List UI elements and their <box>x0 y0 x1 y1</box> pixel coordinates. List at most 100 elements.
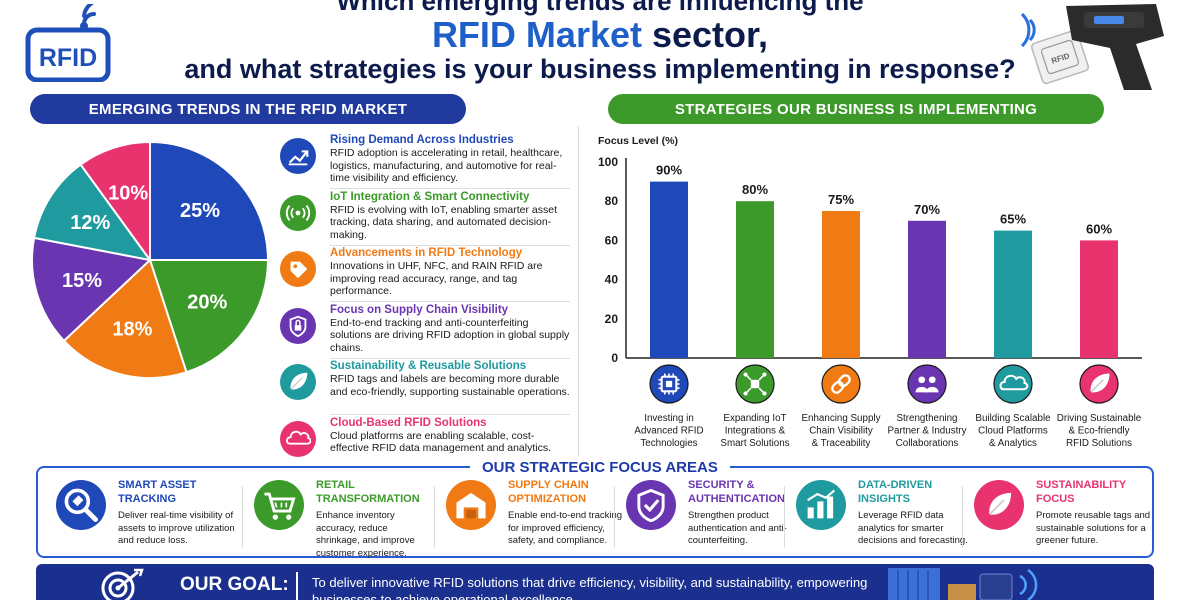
cart-icon <box>254 480 304 530</box>
trend-description: End-to-end tracking and anti-counterfeit… <box>330 316 570 354</box>
pie-slice-3 <box>31 236 153 343</box>
focus-item: Smart Asset Tracking Deliver real-time vi… <box>56 478 235 554</box>
network-chip-icon <box>735 364 775 404</box>
focus-item-description: Leverage RFID data analytics for smarter… <box>858 510 968 546</box>
goal-text: To deliver innovative RFID solutions tha… <box>312 575 868 600</box>
shipping-illustration <box>888 568 1038 600</box>
focus-item: Retail Transformation Enhance inventory a… <box>254 478 430 559</box>
tag-icon <box>280 251 316 287</box>
x-category-label: Collaborations <box>896 438 959 449</box>
trend-separator <box>330 301 570 302</box>
bar-value-label: 80% <box>742 182 768 197</box>
rfid-logo: RFID <box>25 4 111 82</box>
focus-item-title: Security & Authentication <box>688 479 785 505</box>
y-axis-label: Focus Level (%) <box>598 135 678 147</box>
title-line-3: and what strategies is your business imp… <box>184 54 1016 84</box>
focus-item-title: Data-Driven Insights <box>858 479 933 505</box>
x-category-label: Driving Sustainable <box>1057 413 1142 424</box>
x-category-label: Partner & Industry <box>888 426 967 437</box>
pie-slice-5 <box>79 140 151 264</box>
focus-areas-title: OUR STRATEGIC FOCUS AREAS <box>470 459 730 476</box>
x-category-label: Smart Solutions <box>720 438 789 449</box>
bar-value-label: 70% <box>914 202 940 217</box>
focus-item: Security & Authentication Strengthen prod… <box>626 478 802 554</box>
trend-separator <box>330 188 570 189</box>
bar-3 <box>908 220 946 358</box>
focus-separator <box>784 486 785 548</box>
y-tick-label: 60 <box>605 233 619 247</box>
title-accent: RFID Market <box>431 14 642 55</box>
trend-description: Cloud platforms are enabling scalable, c… <box>330 429 552 455</box>
trend-item: Cloud-Based RFID Solutions Cloud platform… <box>280 417 570 473</box>
title-line-2-rest: sector, <box>641 14 769 55</box>
pie-label-5: 10% <box>108 183 148 205</box>
analytics-icon <box>796 480 846 530</box>
pie-slice-2 <box>62 258 188 379</box>
focus-separator <box>242 486 243 548</box>
section-divider <box>578 126 579 456</box>
trend-item: Advancements in RFID Technology Innovatio… <box>280 247 570 303</box>
bar-1 <box>736 201 774 358</box>
trend-title: Advancements in RFID Technology <box>330 247 523 259</box>
focus-item-description: Enable end-to-end tracking for improved … <box>508 510 623 546</box>
trend-title: Rising Demand Across Industries <box>330 134 514 146</box>
cloud-icon <box>280 420 316 457</box>
wireless-signal-icon <box>280 194 316 231</box>
trend-item: Focus on Supply Chain Visibility End-to-e… <box>280 304 570 360</box>
focus-item-description: Deliver real-time visibility of assets t… <box>118 510 235 546</box>
trend-description: Innovations in UHF, NFC, and RAIN RFID a… <box>330 260 543 298</box>
pie-label-1: 20% <box>187 292 227 314</box>
cloud-icon <box>993 364 1033 404</box>
bar-value-label: 65% <box>1000 212 1026 227</box>
people-icon <box>907 364 947 404</box>
x-category-label: Integrations & <box>725 426 786 437</box>
trend-description: RFID is evolving with IoT, enabling smar… <box>330 203 558 241</box>
leaf-icon <box>280 364 316 400</box>
title-line-1: Which emerging trends are influencing th… <box>336 0 864 16</box>
x-category-label: Expanding IoT <box>723 413 786 424</box>
focus-separator <box>962 486 963 548</box>
x-category-label: Enhancing Supply <box>802 413 881 424</box>
chip-icon <box>649 364 689 404</box>
bar-value-label: 75% <box>828 192 854 207</box>
trend-title: Sustainability & Reusable Solutions <box>330 360 527 372</box>
y-tick-label: 0 <box>611 351 618 365</box>
x-category-label: Building Scalable <box>975 413 1051 424</box>
shield-check-icon <box>626 480 676 530</box>
bar-value-label: 60% <box>1086 221 1112 236</box>
focus-item-title: Smart Asset Tracking <box>118 479 197 505</box>
bar-5 <box>1080 240 1118 358</box>
focus-item-title: Sustainability Focus <box>1036 479 1127 505</box>
target-icon <box>101 568 144 600</box>
focus-item-description: Enhance inventory accuracy, reduce shrin… <box>316 510 415 559</box>
focus-item-title: Retail Transformation <box>316 479 420 505</box>
link-icon <box>821 364 861 404</box>
x-category-label: RFID Solutions <box>1066 438 1132 449</box>
x-category-label: Strengthening <box>896 413 957 424</box>
rfid-reader-illustration: RFID <box>1020 4 1164 90</box>
x-category-label: & Traceability <box>812 438 871 449</box>
x-category-label: Advanced RFID <box>634 426 703 437</box>
trend-item: IoT Integration & Smart Connectivity RFID… <box>280 191 570 247</box>
trends-pie-chart: 25% 20% 18% 15% 12% 10% <box>31 140 270 379</box>
shield-lock-icon <box>280 307 316 344</box>
trend-title: Focus on Supply Chain Visibility <box>330 303 509 316</box>
focus-separator <box>614 486 615 548</box>
pie-slice-0 <box>149 140 270 261</box>
focus-item-description: Strengthen product authentication and an… <box>688 510 787 546</box>
bar-2 <box>822 211 860 358</box>
leaf-icon <box>1079 364 1119 404</box>
title-line-2: RFID Market sector, <box>140 14 1060 56</box>
y-tick-label: 80 <box>605 194 619 208</box>
bar-0 <box>650 181 688 358</box>
trend-title: IoT Integration & Smart Connectivity <box>330 190 530 203</box>
trend-separator <box>330 414 570 415</box>
trending-up-icon <box>280 138 316 174</box>
x-category-label: Investing in <box>644 413 694 424</box>
warehouse-icon <box>446 480 496 530</box>
trend-separator <box>330 357 570 359</box>
goal-separator <box>296 572 298 600</box>
trend-description: RFID tags and labels are becoming more d… <box>330 373 570 398</box>
trends-section-title: EMERGING TRENDS IN THE RFID MARKET <box>30 94 466 124</box>
trend-item: Rising Demand Across Industries RFID adop… <box>280 134 570 190</box>
